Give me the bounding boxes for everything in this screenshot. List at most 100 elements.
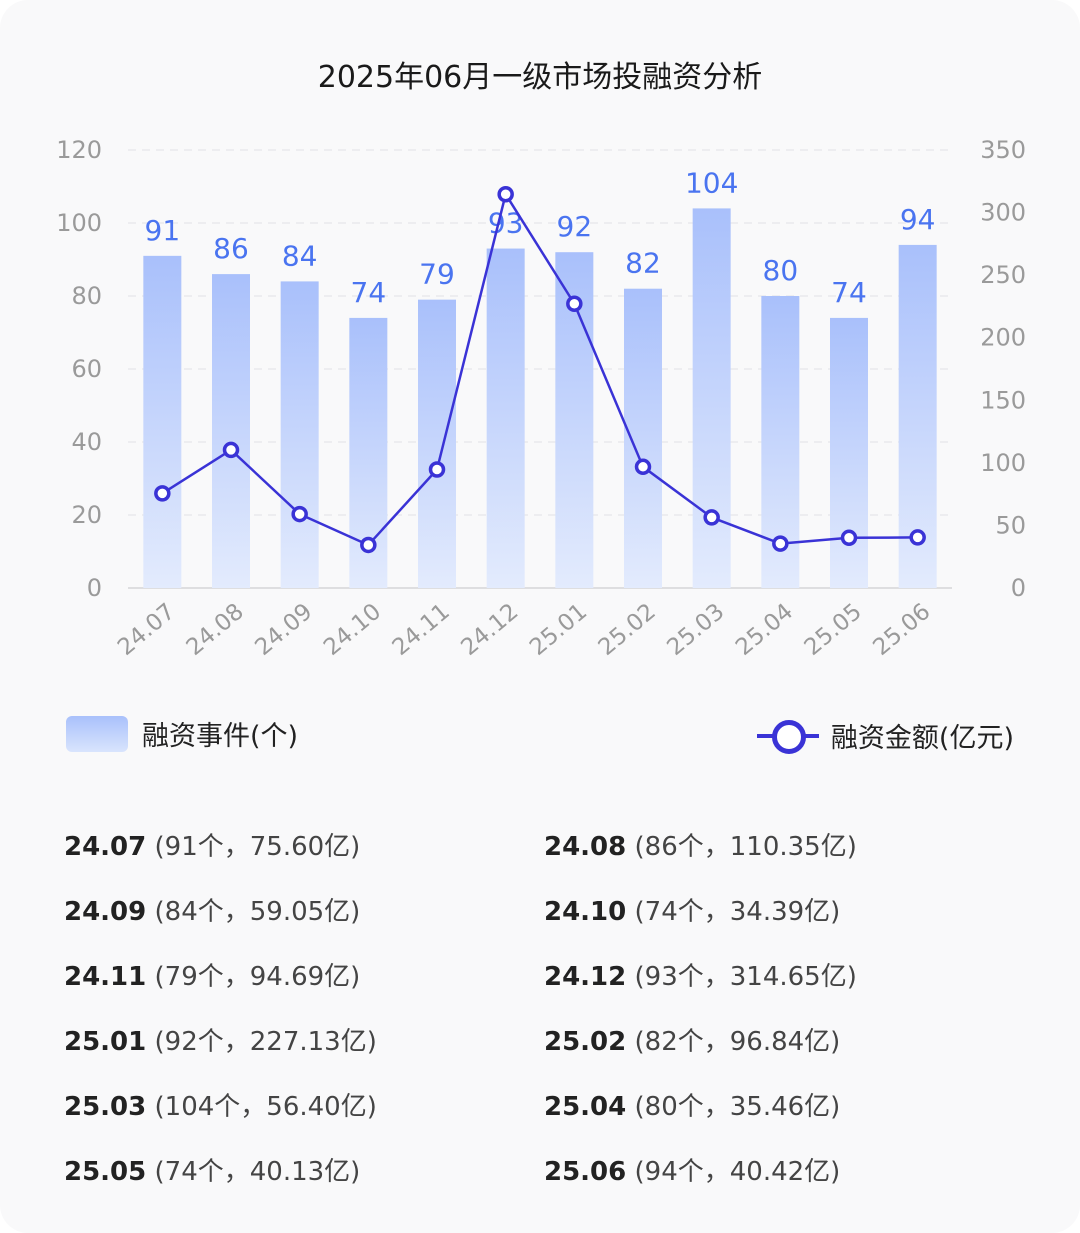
- detail-item: 24.07 (91个，75.60亿): [64, 826, 544, 891]
- left-tick-label: 100: [56, 209, 102, 237]
- x-tick-label: 25.02: [594, 599, 661, 661]
- line-point: [703, 509, 720, 526]
- bar-value-label: 104: [685, 166, 738, 199]
- bar-series: [143, 208, 937, 589]
- detail-info: (86个，110.35亿): [634, 832, 857, 862]
- detail-month: 24.07: [64, 832, 147, 862]
- line-point: [497, 185, 514, 203]
- line-point: [566, 295, 583, 313]
- legend-bar-series[interactable]: 融资事件(个): [66, 714, 298, 753]
- bar-value-label: 84: [282, 239, 318, 272]
- detail-month: 24.10: [544, 897, 627, 927]
- x-tick-label: 24.12: [456, 599, 523, 661]
- right-tick-label: 200: [980, 324, 1026, 352]
- right-tick-label: 300: [980, 199, 1026, 227]
- x-tick-label: 25.03: [662, 599, 729, 661]
- right-tick-label: 250: [980, 261, 1026, 289]
- right-tick-label: 0: [1011, 574, 1026, 602]
- x-tick-label: 25.01: [525, 599, 592, 661]
- line-point: [428, 461, 446, 478]
- legend-bar-label: 融资事件(个): [142, 721, 299, 752]
- left-tick-label: 20: [71, 501, 102, 529]
- x-axis: 24.07 24.08 24.09 24.10 24.11 24.12 25.01 25.02…: [113, 599, 935, 661]
- detail-item: 25.04 (80个，35.46亿): [544, 1086, 1024, 1151]
- line-point: [360, 536, 377, 554]
- detail-item: 24.11 (79个，94.69亿): [64, 956, 544, 1021]
- detail-month: 24.12: [544, 962, 627, 992]
- left-y-axis: 0 20 40 60 80 100 120: [56, 136, 102, 602]
- x-tick-label: 25.06: [868, 599, 935, 661]
- line-point: [634, 458, 652, 476]
- detail-info: (104个，56.40亿): [154, 1092, 377, 1122]
- bar: [418, 299, 456, 588]
- detail-row: 25.03 (104个，56.40亿) 25.04 (80个，35.46亿): [64, 1086, 1024, 1151]
- detail-info: (92个，227.13亿): [154, 1027, 377, 1057]
- detail-item: 25.05 (74个，40.13亿): [64, 1151, 544, 1216]
- line-series: [154, 185, 926, 554]
- detail-item: 24.10 (74个，34.39亿): [544, 891, 1024, 956]
- detail-item: 24.09 (84个，59.05亿): [64, 891, 544, 956]
- detail-info: (74个，40.13亿): [154, 1157, 361, 1187]
- line-swatch: [756, 718, 819, 754]
- detail-month: 24.11: [64, 962, 147, 992]
- bar-value-label: 74: [351, 276, 387, 309]
- x-tick-label: 24.09: [250, 599, 317, 661]
- detail-item: 25.06 (94个，40.42亿): [544, 1151, 1024, 1216]
- detail-row: 24.09 (84个，59.05亿) 24.10 (74个，34.39亿): [64, 891, 1024, 956]
- detail-info: (74个，34.39亿): [634, 897, 841, 927]
- line-point: [154, 485, 171, 502]
- detail-item: 25.02 (82个，96.84亿): [544, 1021, 1024, 1086]
- bar-value-label: 91: [145, 214, 181, 247]
- detail-item: 24.12 (93个，314.65亿): [544, 956, 1024, 1021]
- line-point: [909, 529, 926, 546]
- detail-info: (93个，314.65亿): [634, 962, 857, 992]
- detail-item: 24.08 (86个，110.35亿): [544, 826, 1024, 891]
- bar-value-label: 93: [488, 207, 524, 240]
- detail-month: 25.03: [64, 1092, 147, 1122]
- bar: [830, 317, 868, 588]
- detail-info: (80个，35.46亿): [634, 1092, 841, 1122]
- bar-value-label: 92: [557, 210, 593, 243]
- monthly-details: 24.07 (91个，75.60亿) 24.08 (86个，110.35亿) 24.…: [64, 826, 1024, 1216]
- bar-value-labels: 91 86 84 74 79 93 92 82 104 80 74 94: [145, 166, 936, 309]
- legend-line-series[interactable]: 融资金额(亿元): [756, 716, 1014, 755]
- bar-swatch: [66, 715, 128, 752]
- detail-row: 24.11 (79个，94.69亿) 24.12 (93个，314.65亿): [64, 956, 1024, 1021]
- x-tick-label: 24.10: [319, 599, 386, 661]
- right-tick-label: 150: [980, 386, 1026, 414]
- bar: [212, 274, 250, 588]
- bar: [692, 208, 731, 588]
- line-point: [772, 535, 789, 552]
- detail-month: 25.06: [544, 1157, 627, 1187]
- bar: [143, 255, 182, 588]
- bar: [486, 248, 525, 589]
- bar-value-label: 74: [831, 276, 867, 309]
- detail-info: (82个，96.84亿): [634, 1027, 841, 1057]
- line-point: [291, 505, 308, 523]
- bar-value-label: 86: [213, 232, 249, 265]
- right-tick-label: 100: [980, 449, 1026, 477]
- detail-info: (94个，40.42亿): [634, 1157, 841, 1187]
- detail-month: 24.08: [544, 832, 627, 862]
- detail-info: (91个，75.60亿): [154, 832, 361, 862]
- detail-row: 25.05 (74个，40.13亿) 25.06 (94个，40.42亿): [64, 1151, 1024, 1216]
- right-y-axis: 0 50 100 150 200 250 300 350: [980, 136, 1026, 602]
- legend-line-label: 融资金额(亿元): [830, 723, 1014, 754]
- detail-month: 25.01: [64, 1027, 147, 1057]
- line-point: [222, 441, 240, 459]
- x-tick-label: 25.05: [800, 599, 867, 661]
- bar-value-label: 82: [625, 247, 661, 280]
- x-tick-label: 24.11: [388, 599, 455, 661]
- detail-item: 25.03 (104个，56.40亿): [64, 1086, 544, 1151]
- detail-row: 25.01 (92个，227.13亿) 25.02 (82个，96.84亿): [64, 1021, 1024, 1086]
- left-tick-label: 120: [56, 136, 102, 164]
- chart-title: 2025年06月一级市场投融资分析: [317, 60, 763, 95]
- bar-value-label: 94: [900, 203, 936, 236]
- line-point: [840, 529, 858, 547]
- left-tick-label: 0: [87, 574, 102, 602]
- detail-info: (79个，94.69亿): [154, 962, 361, 992]
- x-tick-label: 24.08: [182, 599, 249, 661]
- right-tick-label: 350: [980, 136, 1026, 164]
- combo-chart: 0 20 40 60 80 100 120 0 50 100 150 200 250 300 350 91…: [56, 136, 1026, 661]
